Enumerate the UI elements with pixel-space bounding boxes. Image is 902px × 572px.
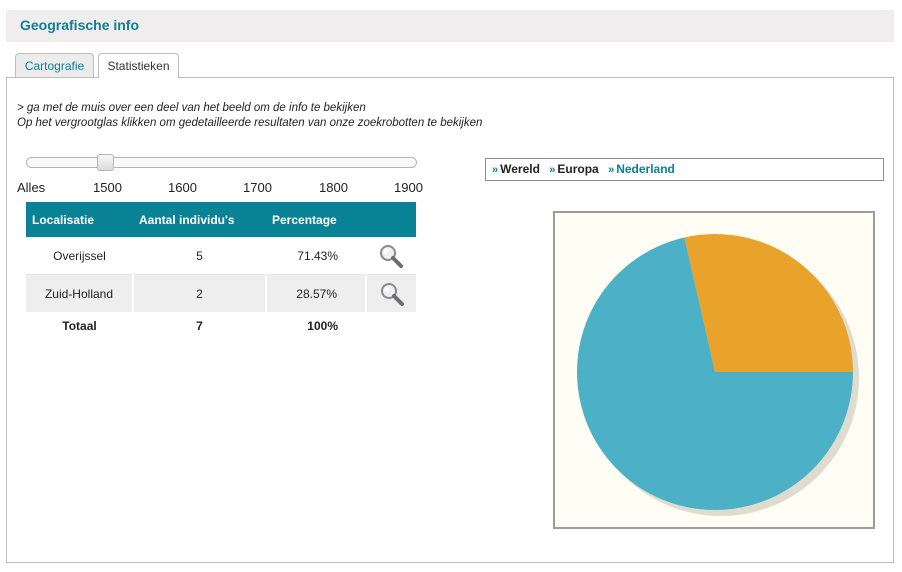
double-chevron-right-icon: » [492, 164, 499, 176]
breadcrumb-nederland: Nederland [616, 162, 675, 176]
tab-statistieken[interactable]: Statistieken [98, 53, 179, 78]
pie-slice-overijssel[interactable] [577, 237, 853, 510]
cell-zoom [366, 274, 416, 312]
tab-cartografie[interactable]: Cartografie [15, 53, 94, 77]
cell-zoom [366, 237, 416, 275]
column-header-zoom [366, 202, 416, 237]
double-chevron-right-icon: » [608, 164, 615, 176]
pie-chart [577, 234, 859, 516]
slider-tick-alles: Alles [17, 180, 46, 195]
page-header: Geografische info [6, 10, 894, 42]
pie-slice-zuid-holland[interactable] [684, 234, 853, 372]
table-row[interactable]: Overijssel 5 71.43% [26, 237, 416, 275]
slider-tick-1700: 1700 [243, 180, 272, 195]
table-row[interactable]: Zuid-Holland 2 28.57% [26, 274, 416, 312]
breadcrumb: » Wereld » Europa » Nederland [485, 158, 884, 181]
total-label: Totaal [62, 319, 97, 333]
total-count: 7 [196, 319, 203, 333]
slider-tick-1600: 1600 [168, 180, 197, 195]
table-header-row: Localisatie Aantal individu's Percentage [26, 202, 416, 237]
slider-tick-1900: 1900 [394, 180, 423, 195]
instruction-line-1: > ga met de muis over een deel van het b… [17, 102, 366, 114]
slider-tick-1800: 1800 [319, 180, 348, 195]
double-chevron-right-icon: » [549, 164, 556, 176]
instruction-line-2: Op het vergrootglas klikken om gedetaill… [17, 117, 483, 129]
statistics-panel [6, 77, 894, 563]
column-header-localisatie: Localisatie [26, 202, 133, 237]
cell-count: 5 [133, 237, 266, 275]
cell-place: Zuid-Holland [26, 274, 134, 312]
cell-percent: 71.43% [266, 237, 366, 275]
column-header-aantal: Aantal individu's [133, 202, 266, 237]
cell-percent: 28.57% [266, 274, 367, 312]
pie-chart-box [553, 211, 875, 529]
slider-tick-1500: 1500 [93, 180, 122, 195]
statistics-table: Localisatie Aantal individu's Percentage… [26, 202, 416, 340]
column-header-percentage: Percentage [266, 202, 366, 237]
period-slider-track[interactable] [26, 157, 417, 168]
magnifier-icon[interactable] [379, 281, 405, 307]
cell-count: 2 [133, 274, 267, 312]
cell-place: Overijssel [26, 237, 133, 275]
breadcrumb-wereld[interactable]: Wereld [500, 162, 540, 176]
breadcrumb-europa[interactable]: Europa [557, 162, 599, 176]
total-percent: 100% [307, 319, 338, 333]
period-slider-handle[interactable] [97, 154, 114, 171]
page-title: Geografische info [20, 17, 140, 33]
magnifier-icon[interactable] [378, 243, 404, 269]
table-total-row: Totaal 7 100% [26, 312, 416, 340]
